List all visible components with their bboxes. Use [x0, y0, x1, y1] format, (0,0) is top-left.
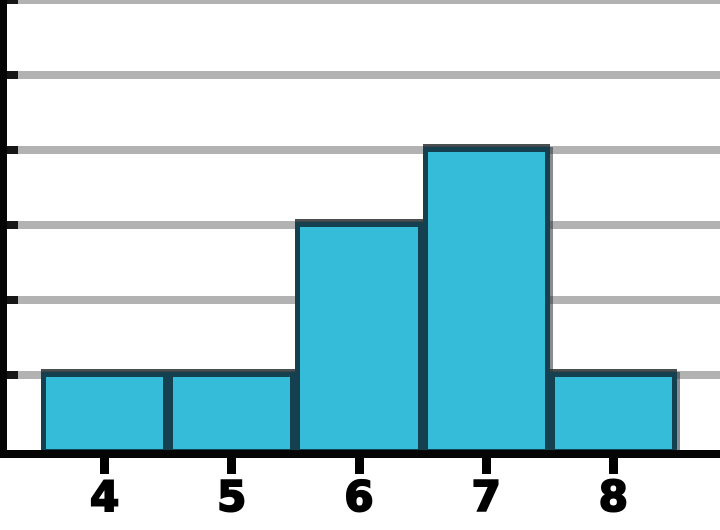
x-axis-tick — [354, 458, 364, 474]
histogram-bar — [168, 372, 296, 454]
x-tick-label: 6 — [343, 472, 374, 521]
y-axis-tick — [7, 0, 18, 4]
histogram-bar — [422, 147, 550, 454]
y-axis-tick — [7, 296, 18, 304]
x-axis-tick — [100, 458, 110, 474]
x-tick-label: 7 — [471, 472, 502, 521]
histogram-bar — [295, 222, 423, 454]
x-axis — [0, 450, 720, 458]
y-axis — [0, 0, 7, 458]
histogram-bar — [41, 372, 169, 454]
x-tick-label: 4 — [89, 472, 120, 521]
x-axis-tick — [608, 458, 618, 474]
gridline — [0, 0, 720, 4]
y-axis-tick — [7, 71, 18, 79]
x-axis-tick — [227, 458, 237, 474]
x-tick-label: 5 — [216, 472, 247, 521]
histogram-bar — [549, 372, 677, 454]
y-axis-tick — [7, 146, 18, 154]
y-axis-tick — [7, 221, 18, 229]
gridline — [0, 146, 720, 154]
x-tick-label: 8 — [598, 472, 629, 521]
gridline — [0, 71, 720, 79]
y-axis-tick — [7, 371, 18, 379]
x-axis-tick — [481, 458, 491, 474]
